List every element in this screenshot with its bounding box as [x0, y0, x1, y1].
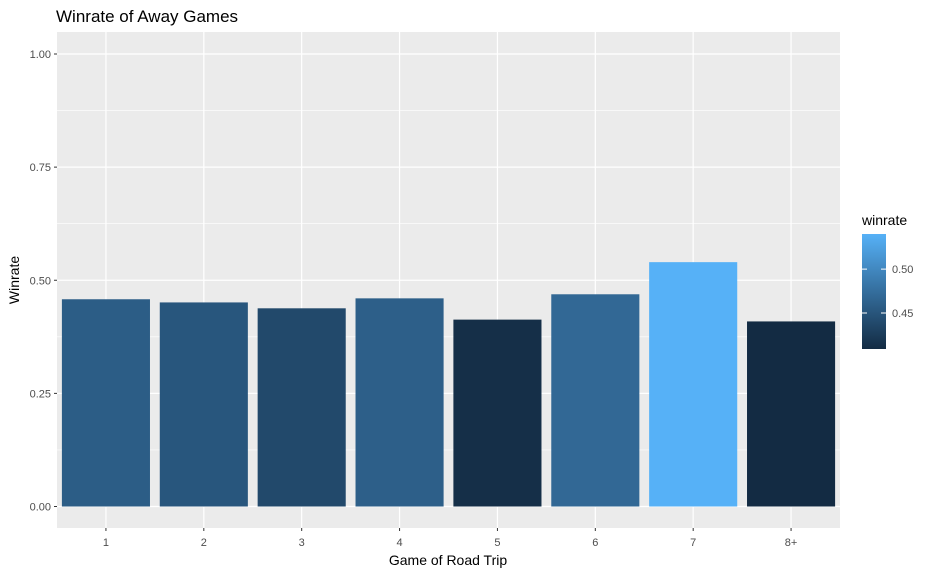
- y-tick-label: 0.75: [30, 162, 51, 174]
- legend-tick-label: 0.45: [892, 308, 913, 320]
- bar-3: [257, 308, 346, 507]
- bar-2: [159, 302, 248, 507]
- x-tick-label: 6: [592, 537, 598, 549]
- bar-4: [355, 298, 444, 507]
- x-tick-label: 5: [494, 537, 500, 549]
- x-axis-title: Game of Road Trip: [389, 552, 507, 568]
- legend-colorbar: [862, 234, 886, 349]
- bar-6: [551, 294, 640, 507]
- x-tick-label: 2: [201, 537, 207, 549]
- chart-title: Winrate of Away Games: [56, 7, 238, 26]
- bar-5: [453, 319, 542, 507]
- bar-8+: [747, 321, 836, 507]
- y-axis-title: Winrate: [6, 256, 22, 304]
- x-tick-label: 3: [299, 537, 305, 549]
- bars: [61, 262, 836, 507]
- x-tick-label: 8+: [785, 537, 798, 549]
- legend-ticks: 0.45 0.50: [862, 264, 913, 320]
- y-tick-label: 0.50: [30, 275, 51, 287]
- bar-1: [61, 299, 150, 507]
- x-axis-ticks: 1 2 3 4 5 6 7 8+: [103, 528, 797, 549]
- legend: winrate 0.45 0.50: [861, 212, 913, 349]
- x-tick-label: 4: [397, 537, 403, 549]
- y-axis-ticks: 0.00 0.25 0.50 0.75 1.00: [30, 49, 57, 514]
- y-tick-label: 1.00: [30, 49, 51, 61]
- x-tick-label: 7: [690, 537, 696, 549]
- y-tick-label: 0.25: [30, 388, 51, 400]
- x-tick-label: 1: [103, 537, 109, 549]
- legend-title: winrate: [861, 212, 907, 228]
- bar-7: [649, 262, 738, 507]
- y-tick-label: 0.00: [30, 502, 51, 514]
- legend-tick-label: 0.50: [892, 264, 913, 276]
